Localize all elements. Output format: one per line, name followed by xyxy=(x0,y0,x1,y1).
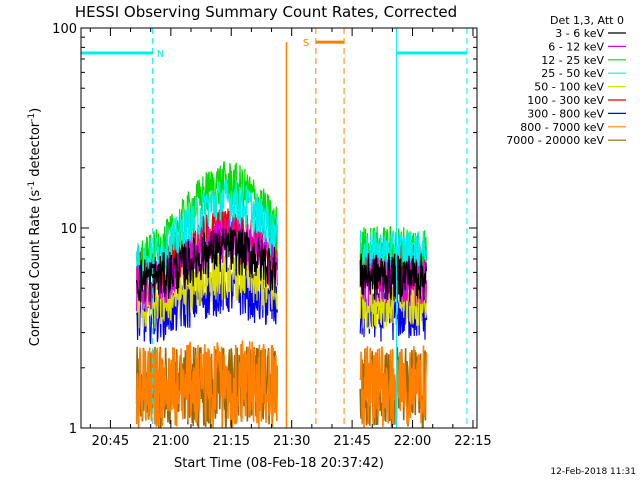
legend-label: 6 - 12 keV xyxy=(548,40,604,53)
chart-title: HESSI Observing Summary Count Rates, Cor… xyxy=(75,3,457,21)
y-tick-label: 100 xyxy=(52,22,77,37)
x-tick-label: 21:30 xyxy=(273,434,310,449)
y-axis-label-mid: detector xyxy=(28,121,43,181)
y-tick-label: 1 xyxy=(69,422,77,437)
series-line xyxy=(359,280,427,330)
series-line xyxy=(135,340,279,428)
y-axis-label-sup1: -1 xyxy=(27,181,37,190)
legend-label: 3 - 6 keV xyxy=(555,27,604,40)
x-tick-label: 21:00 xyxy=(152,434,189,449)
series-line xyxy=(359,345,428,428)
legend-label: 25 - 50 keV xyxy=(541,67,604,80)
series-line xyxy=(359,253,427,302)
x-tick-label: 22:15 xyxy=(454,434,491,449)
legend-label: 300 - 800 keV xyxy=(527,107,604,120)
series-line xyxy=(136,227,278,303)
legend-header: Det 1,3, Att 0 xyxy=(550,14,624,27)
y-axis-label-main: Corrected Count Rate (s xyxy=(28,190,43,347)
x-tick-label: 21:45 xyxy=(333,434,370,449)
y-axis-label-end: ) xyxy=(28,108,43,113)
x-axis-label: Start Time (08-Feb-18 20:37:42) xyxy=(174,456,384,471)
x-tick-label: 21:15 xyxy=(213,434,250,449)
series-line xyxy=(136,161,278,280)
legend-label: 7000 - 20000 keV xyxy=(506,134,604,147)
footer-date: 12-Feb-2018 11:31 xyxy=(550,467,636,477)
flag-label: S xyxy=(303,38,309,49)
y-axis-label: Corrected Count Rate (s-1 detector-1) xyxy=(27,108,43,346)
x-tick-label: 20:45 xyxy=(92,434,129,449)
y-tick-label: 10 xyxy=(60,222,77,237)
y-axis-label-sup2: -1 xyxy=(27,113,37,122)
legend-label: 800 - 7000 keV xyxy=(520,121,604,134)
legend-label: 100 - 300 keV xyxy=(527,94,604,107)
legend-label: 50 - 100 keV xyxy=(534,81,604,94)
series-line xyxy=(136,267,278,344)
flag-label: N xyxy=(157,49,164,60)
legend-label: 12 - 25 keV xyxy=(541,54,604,67)
x-tick-label: 22:00 xyxy=(394,434,431,449)
